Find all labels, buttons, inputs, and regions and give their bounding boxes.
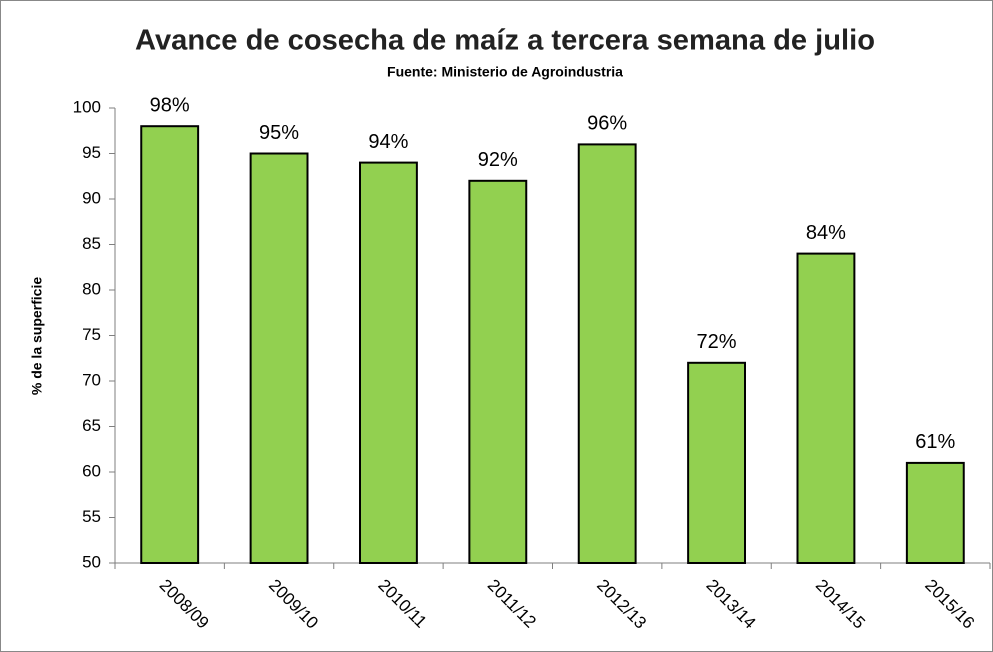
y-tick-label: 55 xyxy=(82,507,101,526)
y-tick-label: 80 xyxy=(82,279,101,298)
data-label: 94% xyxy=(368,131,408,153)
y-tick-label: 50 xyxy=(82,552,101,571)
data-label: 92% xyxy=(478,149,518,171)
bar xyxy=(905,461,965,564)
chart-title: Avance de cosecha de maíz a tercera sema… xyxy=(135,25,875,57)
y-tick-label: 65 xyxy=(82,416,101,435)
y-tick-label: 75 xyxy=(82,325,101,344)
data-label: 61% xyxy=(915,431,955,453)
data-label: 96% xyxy=(587,113,627,135)
data-label: 98% xyxy=(150,94,190,116)
chart-subtitle: Fuente: Ministerio de Agroindustria xyxy=(387,64,623,80)
y-tick-label: 100 xyxy=(73,97,101,116)
bar xyxy=(796,252,856,564)
bar xyxy=(249,152,309,564)
y-axis-label: % de la superficie xyxy=(29,277,45,395)
bar xyxy=(577,143,637,564)
bar xyxy=(140,125,200,564)
y-tick-label: 85 xyxy=(82,234,101,253)
bar xyxy=(468,179,528,565)
data-label: 72% xyxy=(697,331,737,353)
bar xyxy=(687,361,746,564)
data-label: 95% xyxy=(259,122,299,144)
y-tick-label: 70 xyxy=(82,370,101,389)
y-tick-label: 95 xyxy=(82,143,101,162)
bar xyxy=(359,161,418,564)
y-tick-label: 60 xyxy=(82,461,101,480)
data-label: 84% xyxy=(806,222,846,244)
y-tick-label: 90 xyxy=(82,188,101,207)
